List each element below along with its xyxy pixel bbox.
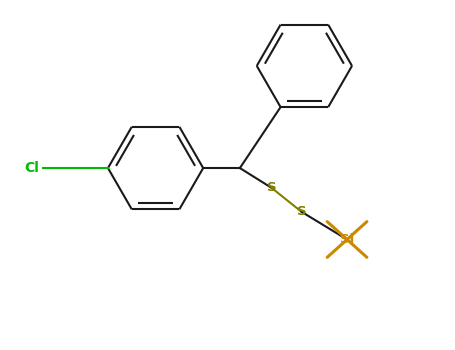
Text: Cl: Cl (24, 161, 39, 175)
Text: S: S (297, 205, 306, 218)
Text: Si: Si (340, 233, 354, 246)
Text: S: S (267, 181, 277, 194)
